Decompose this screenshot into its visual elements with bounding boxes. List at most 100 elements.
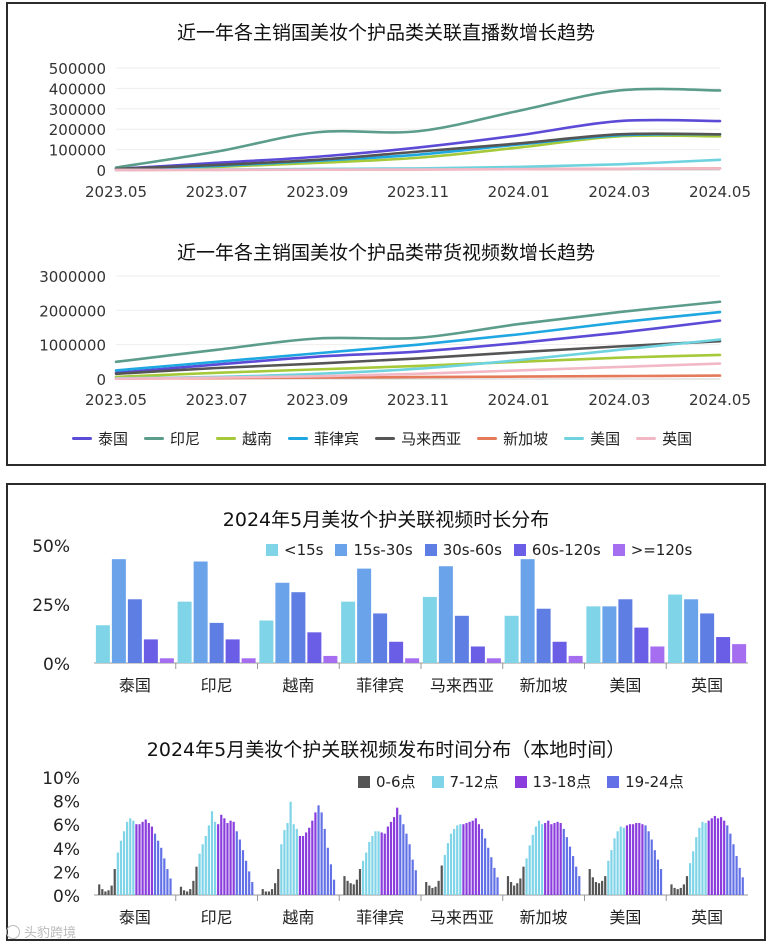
bar-英国-h19 <box>729 833 732 895</box>
bar-菲律宾-h22 <box>411 859 414 895</box>
bar-美国-h21 <box>653 850 656 895</box>
bar-马来西亚-h12 <box>462 824 465 895</box>
bar-新加坡-h9 <box>534 826 537 895</box>
bar-马来西亚-h7 <box>446 843 450 895</box>
distribution-panel: 2024年5月美妆个护关联视频时长分布 50% 25% 0% 泰国 印尼 越南 菲律宾 马来西… <box>6 483 766 941</box>
legend-swatch <box>424 544 437 556</box>
bar-泰国->=120s <box>159 658 174 663</box>
bar-印尼-h20 <box>241 850 245 895</box>
bar-泰国-h9 <box>126 821 129 895</box>
bar-美国-h0 <box>588 869 591 895</box>
bar-越南-h12 <box>298 836 302 895</box>
bar-越南-h18 <box>317 805 320 895</box>
category-label: 英国 <box>691 676 723 695</box>
category-label: 泰国 <box>119 676 151 695</box>
legend-swatch <box>636 437 657 440</box>
bar-泰国-h10 <box>129 818 132 895</box>
y-tick-label: 300000 <box>49 101 106 119</box>
bar-印尼-h15 <box>226 823 229 895</box>
bar-泰国-h3 <box>107 890 110 895</box>
bar-新加坡-h20 <box>568 846 572 895</box>
bar-马来西亚-h14 <box>468 821 471 895</box>
bar-菲律宾-30s-60s <box>373 613 388 663</box>
bar-印尼-h6 <box>198 853 201 895</box>
bar-马来西亚->=120s <box>486 658 501 663</box>
legend-item-<15s: <15s <box>266 541 323 559</box>
bar-新加坡-h17 <box>559 823 562 895</box>
bar-泰国-h1 <box>101 889 104 895</box>
bar-泰国-h0 <box>98 884 101 895</box>
bar-越南-h16 <box>311 820 314 895</box>
legend-label: 13-18点 <box>532 773 592 791</box>
y-tick-label: 10% <box>42 769 80 789</box>
bar-美国-h18 <box>644 825 647 895</box>
bar-美国-h13 <box>628 824 632 895</box>
bar-印尼-h3 <box>189 889 192 895</box>
livestream-chart-title: 近一年各主销国美妆个护品类关联直播数增长趋势 <box>176 22 595 44</box>
legend-label: 60s-120s <box>531 541 601 559</box>
bar-新加坡-h19 <box>565 837 568 895</box>
legend-label: 印尼 <box>170 430 201 448</box>
bar-英国-h15 <box>716 818 720 895</box>
bar-泰国-h20 <box>160 847 163 895</box>
bar-英国-h16 <box>719 817 723 895</box>
bar-越南-15s-30s <box>275 582 290 663</box>
growth-trends-panel: 近一年各主销国美妆个护品类关联直播数增长趋势 500000 400000 30000… <box>6 2 766 466</box>
bar-英国-h23 <box>741 877 744 895</box>
x-tick-label: 2023.11 <box>387 183 449 201</box>
bar-印尼-h19 <box>238 839 241 895</box>
bar-新加坡-h7 <box>528 845 531 895</box>
bar-英国-h5 <box>685 876 689 895</box>
bar-英国->=120s <box>732 644 747 663</box>
watermark: 头豹跨境 <box>6 922 76 941</box>
bar-新加坡-15s-30s <box>520 559 535 663</box>
category-label: 英国 <box>691 908 723 927</box>
bar-新加坡-h6 <box>525 858 528 895</box>
bar-新加坡-60s-120s <box>552 641 567 663</box>
publish-time-legend: 0-6点 7-12点 13-18点 19-24点 <box>358 771 684 792</box>
category-label: 马来西亚 <box>430 908 494 927</box>
bar-印尼-60s-120s <box>225 639 240 663</box>
legend-item-60s-120s: 60s-120s <box>513 541 601 559</box>
x-tick-label: 2024.01 <box>488 391 550 409</box>
bar-泰国-h16 <box>147 823 150 895</box>
bar-印尼-h5 <box>195 866 198 895</box>
legend-swatch <box>72 437 92 440</box>
bar-越南-h17 <box>314 812 317 895</box>
x-tick-label: 2023.05 <box>85 391 147 409</box>
legend-swatch <box>266 544 278 556</box>
bar-印尼-h2 <box>186 891 189 895</box>
bar-新加坡-h18 <box>562 828 565 895</box>
bar-美国-h3 <box>597 883 601 895</box>
watermark-text: 头豹跨境 <box>24 926 77 941</box>
bar-越南-h3 <box>270 889 274 895</box>
bar-新加坡-h11 <box>540 824 544 895</box>
bar-泰国-h6 <box>116 852 119 895</box>
bar-泰国-15s-30s <box>111 559 126 663</box>
legend-item-新加坡: 新加坡 <box>477 428 548 449</box>
legend-label: 19-24点 <box>625 773 684 791</box>
y-tick-label: 500000 <box>49 60 106 78</box>
bar-越南-h2 <box>267 891 271 895</box>
bar-美国-h19 <box>647 831 650 895</box>
bar-印尼-h9 <box>207 825 210 895</box>
y-tick-label: 8% <box>53 793 80 813</box>
bar-印尼-h7 <box>201 844 204 895</box>
legend-swatch <box>514 775 527 788</box>
bar-泰国-<15s <box>95 625 110 663</box>
bar-美国-h8 <box>613 838 616 895</box>
bar-马来西亚-h16 <box>474 818 477 895</box>
category-label: 泰国 <box>119 908 151 927</box>
y-tick-label: 6% <box>53 816 80 836</box>
category-label: 印尼 <box>201 676 233 695</box>
legend-label: 7-12点 <box>449 773 499 791</box>
legend-label: 15s-30s <box>353 541 413 559</box>
bar-英国-h0 <box>670 884 673 895</box>
bar-越南-h13 <box>301 836 305 895</box>
bar-菲律宾-h18 <box>399 814 402 895</box>
bar-美国-15s-30s <box>602 606 617 663</box>
y-tick-label: 3000000 <box>39 268 106 286</box>
bar-马来西亚-h18 <box>480 828 484 895</box>
series-line-越南 <box>114 353 722 379</box>
legend-swatch <box>607 775 620 788</box>
